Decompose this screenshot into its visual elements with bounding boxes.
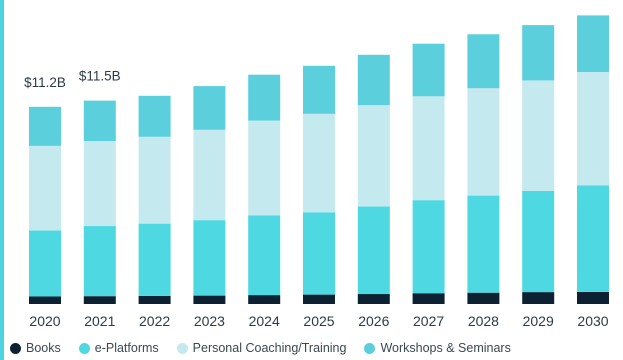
- x-tick-label: 2020: [29, 313, 60, 329]
- bar-segment-2028-3: [467, 34, 500, 89]
- legend-item: Books: [10, 341, 61, 355]
- bar-segment-2029-0: [522, 292, 555, 304]
- x-tick-label: 2021: [84, 313, 115, 329]
- bar-segment-2020-1: [29, 230, 61, 297]
- bar-segment-2022-1: [138, 223, 171, 296]
- bar-segment-2028-1: [467, 195, 500, 293]
- x-tick-label: 2030: [577, 313, 608, 329]
- legend-swatch: [364, 342, 376, 354]
- bar-segment-2023-0: [193, 295, 226, 304]
- bar-segment-2024-0: [248, 295, 281, 304]
- legend-label: Workshops & Seminars: [380, 341, 511, 355]
- legend-label: Personal Coaching/Training: [192, 341, 347, 355]
- bar-segment-2021-2: [83, 141, 116, 227]
- legend-swatch: [78, 342, 90, 354]
- total-data-label: $11.5B: [79, 69, 121, 84]
- bar-segment-2024-3: [248, 74, 281, 121]
- legend: Books e-Platforms Personal Coaching/Traini…: [10, 341, 623, 355]
- bar-segment-2022-0: [138, 295, 171, 304]
- bar-segment-2022-3: [138, 95, 171, 137]
- x-tick-label: 2024: [249, 313, 280, 329]
- bar-segment-2020-0: [29, 296, 61, 304]
- bar-segment-2021-1: [83, 226, 116, 297]
- bar-segment-2025-2: [303, 113, 335, 213]
- bar-segment-2030-0: [577, 291, 609, 304]
- legend-item: Workshops & Seminars: [364, 341, 511, 355]
- bar-segment-2027-3: [412, 43, 445, 97]
- bar-segment-2025-3: [303, 65, 335, 114]
- bar-segment-2024-2: [248, 120, 281, 216]
- bar-segment-2030-1: [577, 185, 609, 292]
- bar-segment-2021-0: [83, 296, 116, 304]
- x-tick-label: 2025: [303, 313, 334, 329]
- bar-segment-2029-2: [522, 80, 555, 191]
- legend-swatch: [10, 342, 21, 354]
- x-tick-label: 2027: [413, 313, 444, 329]
- bar-segment-2026-2: [357, 105, 390, 207]
- x-tick-label: 2023: [194, 313, 225, 329]
- bar-segment-2025-0: [303, 294, 335, 304]
- bar-segment-2023-3: [193, 86, 226, 130]
- bar-segment-2026-3: [357, 54, 390, 106]
- x-tick-label: 2028: [468, 313, 499, 329]
- bar-segment-2027-1: [412, 200, 445, 294]
- bar-segment-2021-3: [83, 100, 116, 142]
- bar-segment-2023-1: [193, 220, 226, 296]
- legend-item: Personal Coaching/Training: [176, 341, 347, 355]
- bar-segment-2027-2: [412, 96, 445, 201]
- legend-label: Books: [26, 341, 61, 355]
- bar-segment-2028-0: [467, 292, 500, 304]
- bar-segment-2022-2: [138, 136, 171, 224]
- bar-segment-2030-3: [577, 15, 609, 72]
- bar-segment-2026-0: [357, 294, 390, 304]
- legend-label: e-Platforms: [94, 341, 159, 355]
- bar-segment-2020-3: [29, 106, 61, 146]
- bar-segment-2029-3: [522, 25, 555, 81]
- bar-segment-2028-2: [467, 88, 500, 196]
- total-data-label: $11.2B: [24, 75, 66, 90]
- x-tick-label: 2026: [358, 313, 389, 329]
- legend-swatch: [176, 342, 188, 354]
- x-tick-label: 2029: [523, 313, 554, 329]
- bar-segment-2030-2: [577, 72, 609, 186]
- bar-segment-2023-2: [193, 129, 226, 221]
- bar-segment-2020-2: [29, 145, 61, 231]
- bar-segment-2029-1: [522, 191, 555, 293]
- bar-segment-2024-1: [248, 215, 281, 296]
- left-accent-rule: [0, 0, 4, 360]
- bar-segment-2027-0: [412, 293, 445, 304]
- legend-item: e-Platforms: [78, 341, 159, 355]
- bar-segment-2025-1: [303, 212, 335, 295]
- x-tick-label: 2022: [139, 313, 170, 329]
- bar-segment-2026-1: [357, 206, 390, 295]
